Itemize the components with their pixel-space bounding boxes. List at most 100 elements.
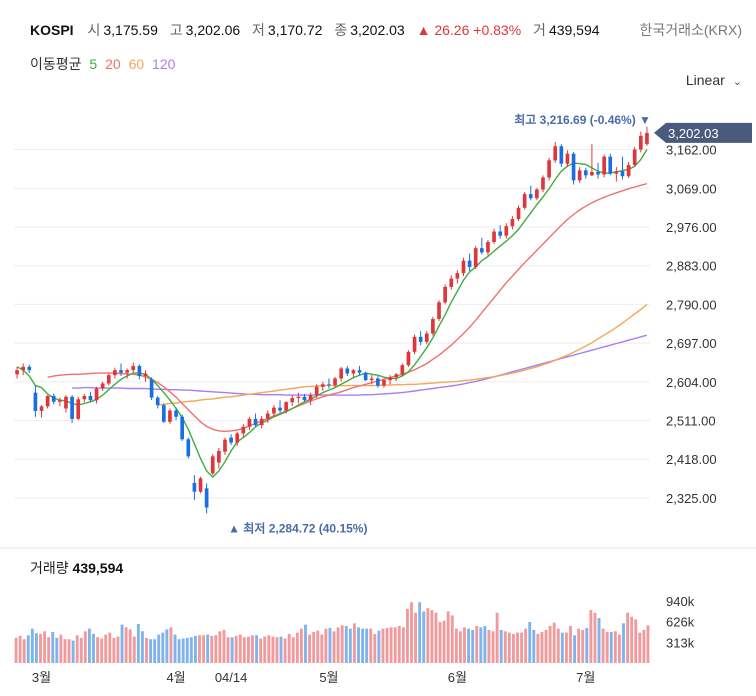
volume-bar — [120, 624, 124, 663]
volume-bar — [316, 630, 320, 663]
max-price-annotation: 최고 3,216.69 (-0.46%) ▼ — [514, 112, 651, 127]
volume-bar — [26, 635, 30, 663]
candle — [449, 275, 454, 290]
candle-body — [522, 194, 527, 208]
candle — [235, 431, 240, 446]
candle — [553, 142, 558, 163]
candle — [522, 192, 527, 210]
candle — [247, 416, 252, 431]
volume-bar — [422, 611, 426, 663]
volume-label: 거 — [533, 22, 546, 38]
ma-legend-120[interactable]: 120 — [152, 56, 176, 72]
candle-body — [137, 365, 142, 376]
volume-bar — [87, 628, 91, 663]
current-price-label: 3,202.03 — [668, 126, 719, 141]
min-price-annotation: ▲ 최저 2,284.72 (40.15%) — [228, 521, 367, 536]
volume-bar — [491, 631, 495, 663]
candle-body — [345, 368, 350, 374]
candle — [143, 370, 148, 382]
candle-body — [58, 400, 62, 402]
candle — [39, 405, 44, 418]
volume-bar — [499, 629, 503, 663]
ma-legend-20[interactable]: 20 — [105, 56, 121, 72]
volume-bar — [238, 634, 242, 663]
candle-body — [119, 370, 123, 373]
candle-body — [125, 370, 129, 373]
candle-body — [596, 172, 600, 175]
candle-body — [192, 482, 197, 492]
candle — [498, 225, 503, 239]
candle — [345, 365, 350, 376]
candle — [168, 408, 172, 424]
ma-legend-5[interactable]: 5 — [89, 56, 98, 72]
candle — [363, 371, 368, 381]
candle — [431, 316, 435, 336]
candle-body — [553, 146, 558, 161]
scale-selector[interactable]: Linear ⌄ — [686, 72, 742, 88]
volume-bar — [108, 632, 112, 663]
candle-body — [412, 336, 417, 352]
close-value: 3,202.03 — [350, 22, 405, 38]
candle — [100, 381, 105, 391]
candle — [565, 150, 570, 168]
volume-bar — [14, 637, 18, 663]
candle — [467, 253, 472, 272]
y-tick-label: 2,325.00 — [666, 491, 717, 506]
high-value: 3,202.06 — [185, 22, 241, 38]
candle — [602, 154, 606, 178]
volume-bar — [308, 634, 312, 663]
volume-bar — [638, 632, 642, 663]
candle — [486, 239, 490, 256]
volume-bar — [202, 635, 206, 663]
moving-average-legend: 이동평균 5 20 60 120 — [30, 54, 179, 74]
candle — [284, 400, 288, 414]
candle — [333, 376, 337, 388]
volume-bar — [112, 637, 116, 663]
candle-body — [645, 132, 649, 144]
candle-body — [632, 149, 637, 165]
candle — [577, 167, 582, 183]
volume-tick-label: 313k — [666, 635, 695, 650]
candle-body — [143, 373, 148, 376]
open-label: 시 — [87, 22, 101, 38]
volume-bar — [385, 627, 389, 663]
volume-bar — [365, 628, 369, 663]
candle — [541, 175, 545, 193]
candle-body — [547, 160, 551, 178]
y-tick-label: 2,883.00 — [666, 259, 717, 274]
volume-bar — [193, 635, 197, 663]
volume-bar — [511, 633, 515, 663]
candle — [339, 366, 344, 382]
candle — [376, 375, 380, 388]
volume-bar — [487, 629, 491, 663]
candle-body — [76, 399, 81, 419]
volume-bar — [397, 625, 401, 663]
candle-body — [376, 378, 380, 386]
ma-legend-60[interactable]: 60 — [128, 56, 145, 72]
volume-bar — [495, 612, 499, 663]
volume-bar — [136, 624, 140, 663]
volume-bar — [287, 633, 291, 663]
candle — [253, 413, 258, 427]
candle-body — [492, 231, 496, 242]
candle-body — [394, 374, 399, 378]
y-tick-label: 2,511.00 — [666, 414, 716, 429]
y-tick-label: 2,976.00 — [666, 220, 717, 235]
candle-body — [626, 164, 631, 177]
volume-bar — [291, 637, 295, 663]
candle-body — [418, 336, 423, 342]
volume-bar — [414, 612, 418, 663]
candle-body — [45, 395, 50, 407]
candle — [461, 257, 466, 277]
candle — [58, 397, 62, 407]
high-label: 고 — [169, 22, 183, 38]
volume-bar — [389, 627, 393, 663]
ma60-line — [157, 303, 648, 406]
candle-body — [64, 396, 68, 409]
volume-bar — [524, 628, 528, 663]
candle — [559, 144, 564, 168]
volume-bar — [520, 632, 524, 663]
volume-bar — [198, 635, 201, 663]
candle-body — [400, 365, 405, 375]
